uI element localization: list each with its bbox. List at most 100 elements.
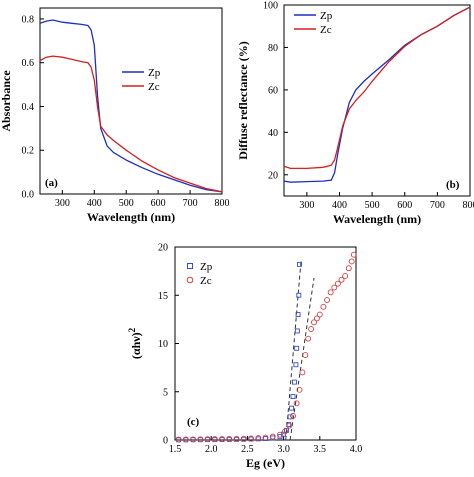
legend-label-zc: Zc: [200, 275, 212, 287]
y-tick-label: 0.0: [22, 190, 35, 201]
data-point-zc: [296, 386, 303, 393]
data-point-zc: [248, 435, 254, 442]
data-point-zc: [327, 289, 334, 296]
y-tick-label: 0.4: [22, 102, 35, 113]
x-axis-label: Wavelength (nm): [333, 212, 421, 226]
y-tick-label: 0.2: [22, 146, 35, 157]
x-tick-label: 800: [463, 200, 474, 211]
data-point-zc: [299, 369, 306, 376]
y-axis-label-base: (αhν): [129, 332, 143, 359]
data-point-zc: [313, 315, 320, 322]
x-axis-label: Wavelength (nm): [87, 210, 175, 224]
panel-label: (a): [45, 177, 58, 189]
data-point-zc: [175, 436, 182, 443]
legend: Zp Zc: [186, 261, 213, 287]
x-tick-label: 300: [55, 198, 70, 209]
data-point-zc: [316, 311, 323, 318]
y-tick-label: 10: [158, 339, 168, 350]
data-point-zc: [302, 352, 309, 359]
data-point-zc: [305, 335, 312, 342]
y-tick-label: 100: [263, 1, 278, 12]
legend-label-zp: Zp: [148, 67, 161, 79]
y-axis-label: Diffuse reflectance (%): [236, 41, 250, 159]
chart-panel-1: 300 400 500 600 700 800 0.0 0.2 0.4 0.6 0.8 Wavelen…: [0, 7, 230, 224]
data-point-zc: [255, 435, 262, 442]
x-tick-label: 600: [151, 198, 166, 209]
series-line-zc: [39, 55, 223, 193]
y-axis-label: Absorbance: [0, 70, 13, 132]
data-point-zc: [282, 428, 288, 435]
x-tick-label: 700: [430, 200, 445, 211]
series-line-zp: [39, 19, 223, 193]
legend: Zp Zc: [294, 10, 333, 36]
data-point-zc: [190, 436, 197, 443]
x-tick-label: 600: [397, 200, 412, 211]
series-line-zc: [283, 6, 471, 170]
data-point-zc: [334, 280, 341, 287]
x-tick-label: 500: [365, 200, 380, 211]
data-point-zp: [297, 261, 302, 267]
legend-swatch-zc: [186, 276, 194, 284]
x-tick-label: 700: [183, 198, 198, 209]
y-axis-label-superscript: 2: [127, 327, 137, 332]
x-tick-label: 500: [119, 198, 134, 209]
data-point-zp: [294, 328, 300, 334]
y-tick-label: 20: [268, 170, 278, 181]
data-point-zc: [277, 431, 283, 438]
data-point-zp: [295, 312, 301, 317]
plot-frame: [39, 7, 223, 195]
data-point-zp: [292, 379, 297, 385]
y-tick-label: 0.8: [22, 14, 35, 25]
data-point-zp: [284, 427, 289, 433]
data-point-zc: [345, 265, 352, 272]
data-point-zp: [296, 292, 302, 298]
x-tick-label: 1.5: [169, 444, 182, 455]
series-line-zp: [283, 6, 471, 183]
data-point-zc: [182, 436, 189, 443]
data-point-zc: [342, 273, 349, 279]
y-tick-label: 5: [163, 387, 168, 398]
plot-frame: [283, 4, 471, 197]
fit-line-zp: [285, 261, 302, 441]
y-tick-label: 0: [163, 436, 168, 447]
data-point-zc: [324, 297, 330, 304]
data-point-zc: [331, 284, 338, 291]
data-point-zc: [308, 326, 315, 332]
x-tick-label: 2.0: [205, 444, 218, 455]
y-tick-label: 15: [158, 291, 168, 302]
data-point-zc: [219, 436, 226, 442]
data-point-zp: [293, 362, 299, 368]
y-tick-label: 0.6: [22, 58, 35, 69]
legend-swatch-zp: [187, 263, 193, 269]
legend-label-zp: Zp: [200, 261, 213, 273]
data-point-zp: [289, 405, 295, 411]
fit-line-zc: [289, 277, 315, 441]
data-point-zc: [204, 436, 211, 443]
x-tick-label: 3.5: [314, 444, 327, 455]
y-tick-label: 20: [158, 243, 168, 254]
data-point-zc: [211, 436, 218, 443]
data-point-zc: [350, 251, 357, 258]
data-point-zc: [197, 436, 204, 443]
data-point-zc: [233, 435, 240, 442]
data-point-zc: [269, 433, 276, 440]
x-tick-label: 3.0: [277, 444, 290, 455]
x-tick-label: 800: [215, 198, 230, 209]
data-point-zc: [226, 435, 233, 442]
data-point-zp: [287, 414, 293, 420]
data-point-zc: [311, 319, 317, 326]
data-point-zp: [294, 345, 300, 351]
x-tick-label: 400: [332, 200, 347, 211]
legend: Zp Zc: [122, 67, 161, 93]
x-tick-label: 300: [299, 200, 314, 211]
data-point-zp: [290, 394, 296, 400]
chart-panel-2: 300 400 500 600 700 800 20 40 60 80 100 Wavelength …: [236, 1, 474, 227]
x-axis-label: Eg (eV): [246, 456, 285, 470]
y-tick-label: 60: [268, 85, 278, 96]
y-axis-label: (αhν)2: [127, 327, 143, 359]
y-tick-label: 40: [268, 128, 278, 139]
x-tick-label: 400: [87, 198, 102, 209]
legend-label-zc: Zc: [320, 24, 332, 36]
